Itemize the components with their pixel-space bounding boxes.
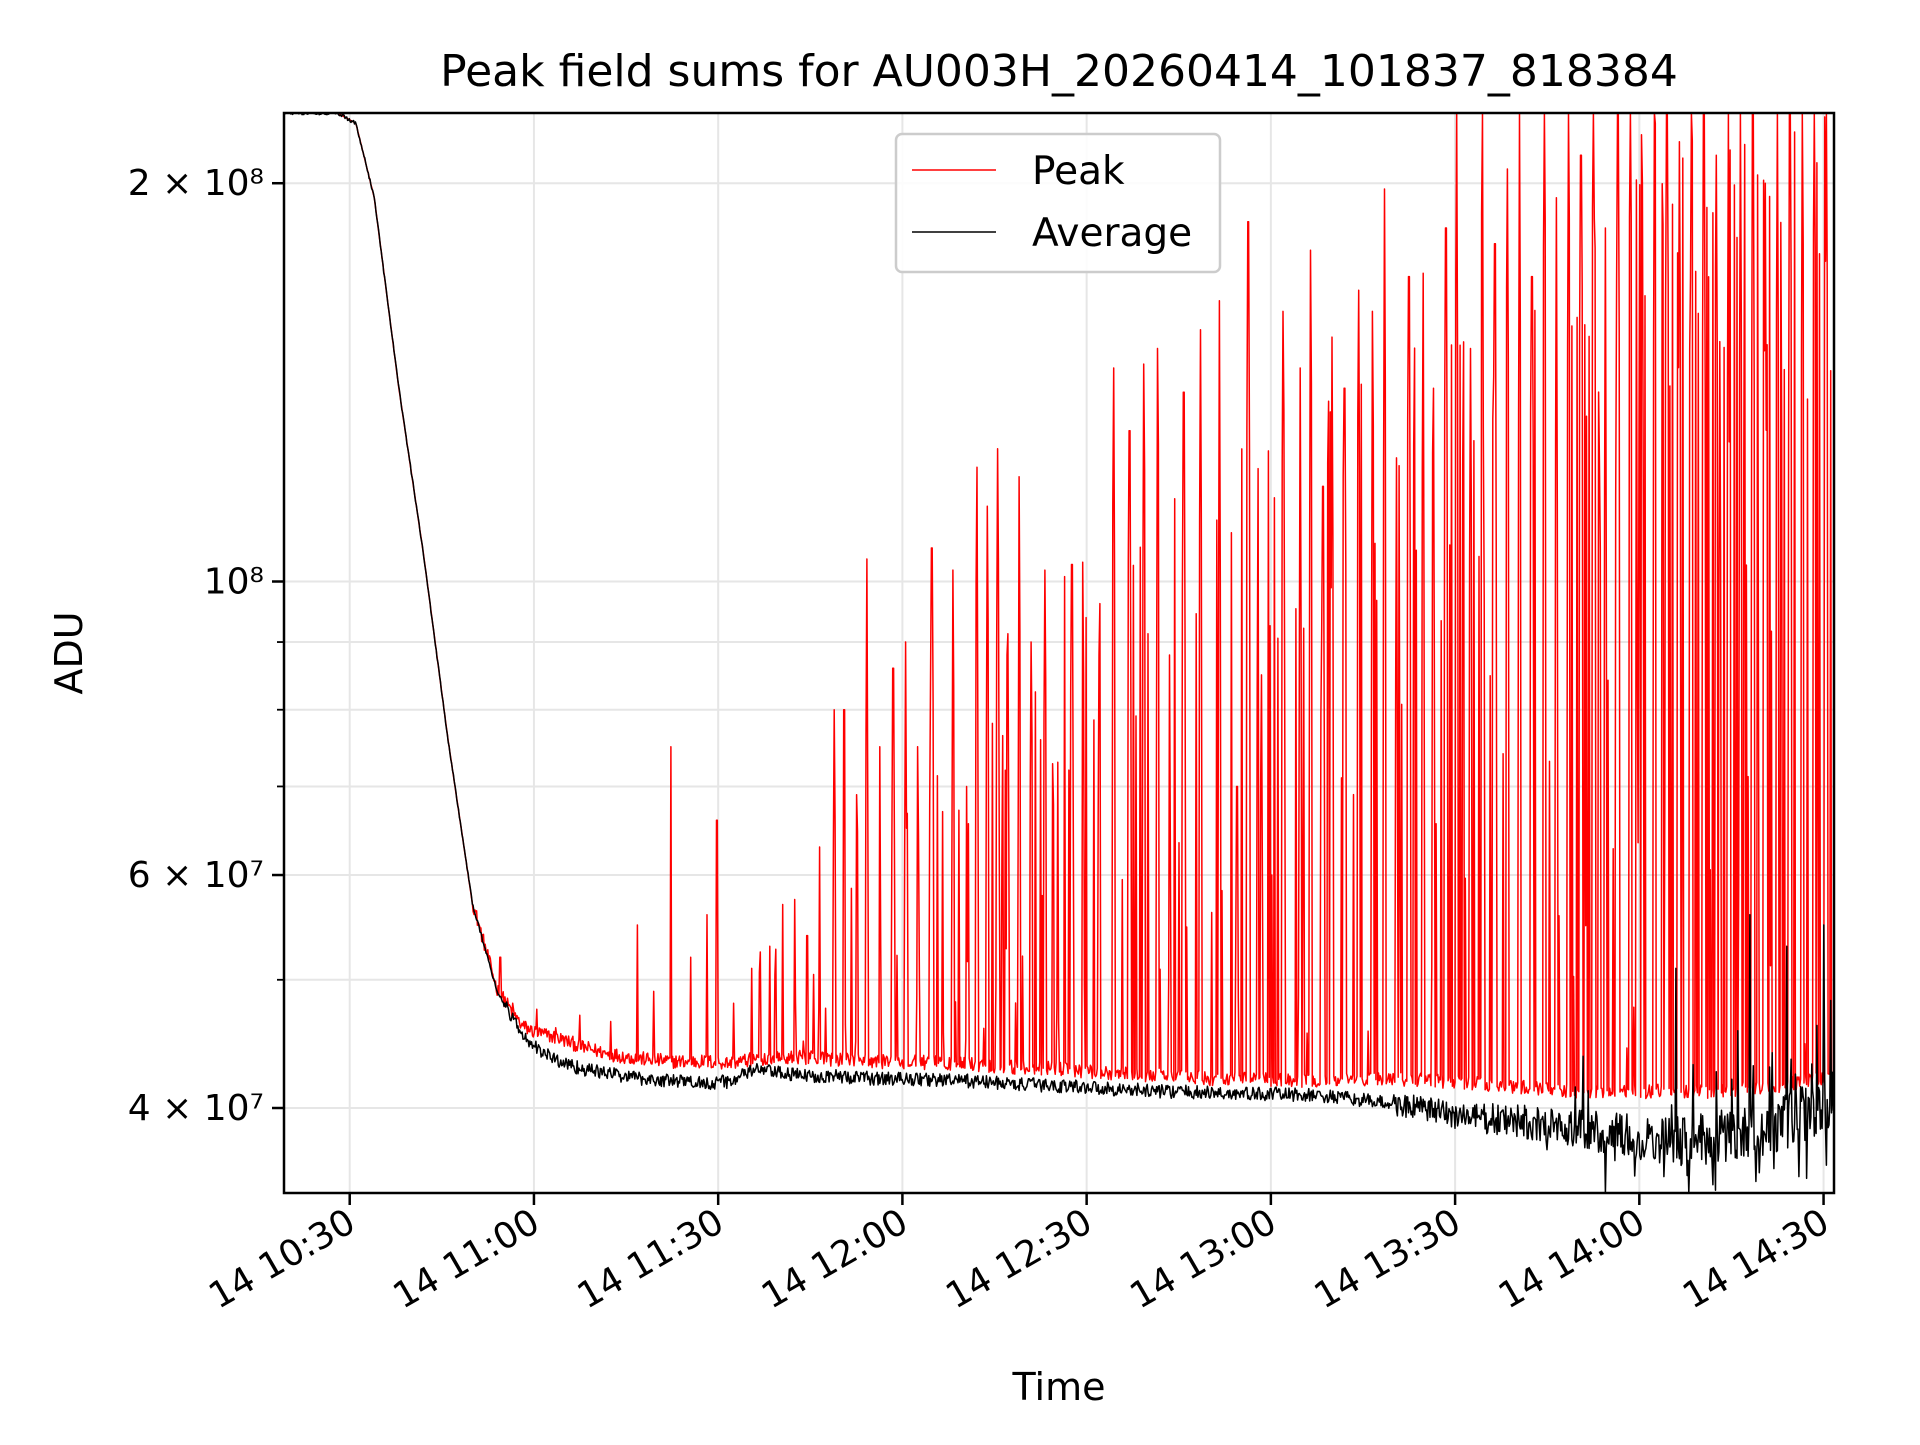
y-axis-label: ADU (47, 611, 91, 694)
y-tick-label: 4 × 10⁷ (128, 1088, 264, 1129)
chart-title: Peak field sums for AU003H_20260414_1018… (440, 46, 1678, 97)
y-tick-label: 10⁸ (204, 562, 264, 603)
legend-label-average: Average (1032, 211, 1192, 256)
y-tick-label: 6 × 10⁷ (128, 855, 264, 896)
legend-label-peak: Peak (1032, 149, 1125, 194)
legend-box (894, 132, 1222, 274)
y-tick-label: 2 × 10⁸ (128, 163, 264, 204)
x-axis-label: Time (1012, 1365, 1106, 1409)
series-group (284, 113, 1834, 1193)
legend: Peak Average (894, 132, 1222, 274)
series-layer (284, 113, 1834, 1193)
plot-frame (282, 111, 1836, 1195)
series-average-line (284, 113, 1834, 1193)
